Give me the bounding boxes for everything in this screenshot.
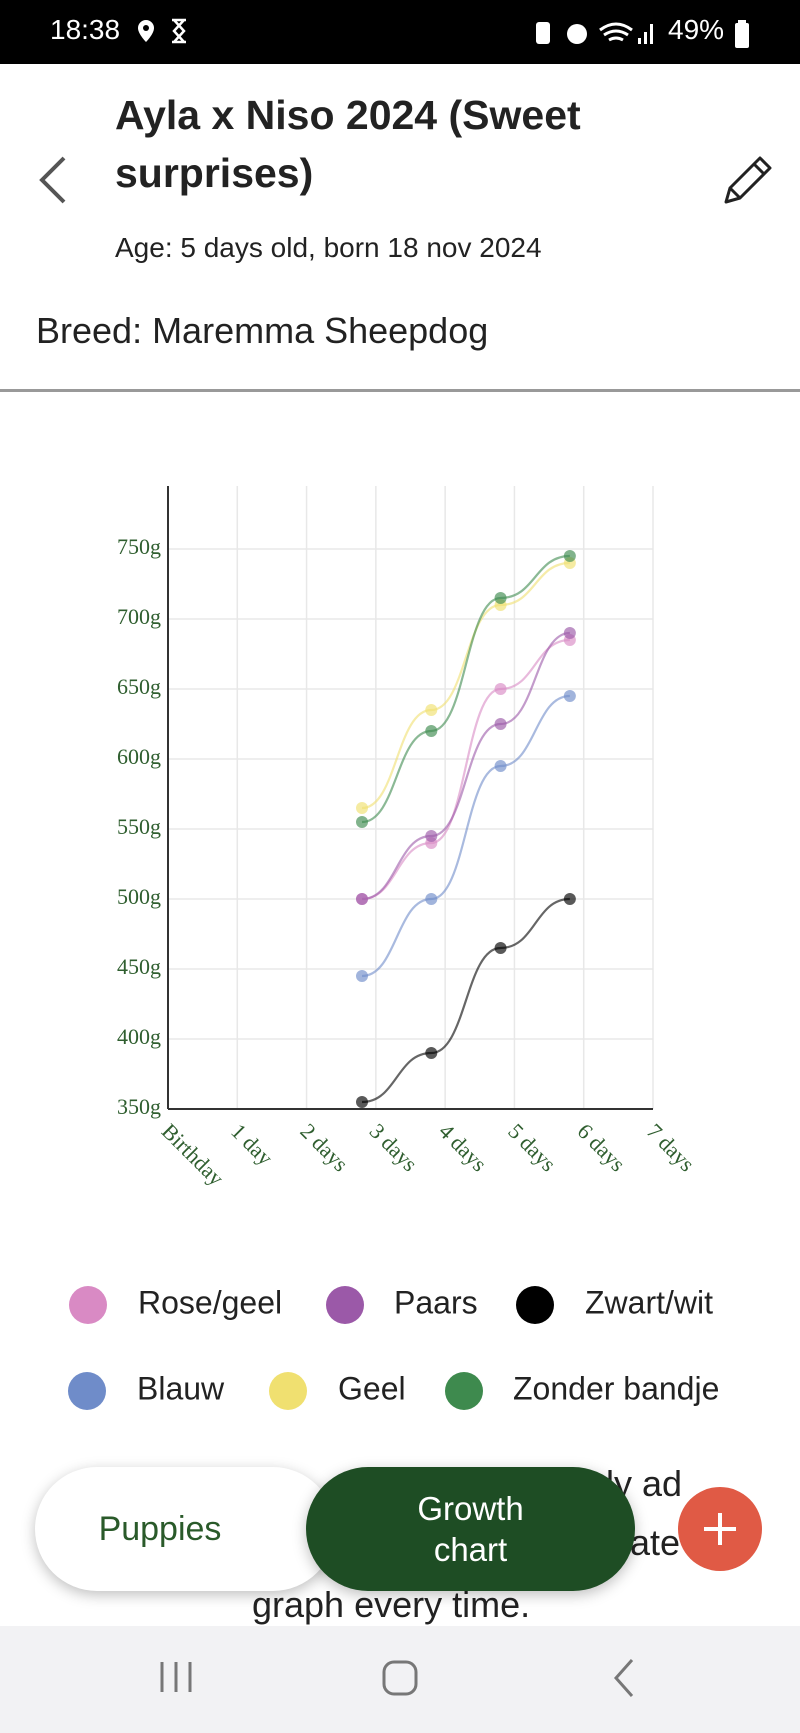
data-point — [563, 627, 576, 639]
y-tick-label: 350g — [117, 1094, 161, 1119]
tab-bar: Puppies Growth chart — [35, 1467, 635, 1591]
age-text: Age: 5 days old, born 18 nov 2024 — [115, 232, 542, 263]
nav-icons — [160, 1659, 634, 1697]
recent-apps[interactable] — [160, 1662, 192, 1692]
data-point — [425, 1047, 438, 1059]
x-tick-label: 5 days — [503, 1118, 561, 1176]
data-point — [563, 550, 576, 562]
y-tick-label: 600g — [117, 744, 161, 769]
legend-swatch — [269, 1372, 307, 1410]
data-point — [356, 1096, 368, 1108]
series-line — [361, 694, 570, 978]
breed-text: Breed: Maremma Sheepdog — [36, 310, 489, 351]
data-point — [563, 690, 576, 702]
legend-swatch — [68, 1372, 106, 1410]
data-point — [425, 830, 438, 842]
y-tick-label: 500g — [117, 884, 161, 909]
home-button[interactable] — [382, 1660, 418, 1696]
legend-label: Zwart/wit — [585, 1284, 713, 1320]
x-tick-label: Birthday — [157, 1118, 229, 1190]
x-tick-label: 4 days — [434, 1118, 492, 1176]
legend-swatch — [69, 1286, 107, 1324]
legend-label: Zonder bandje — [513, 1370, 719, 1406]
y-tick-label: 450g — [117, 954, 161, 979]
back-button[interactable] — [30, 150, 80, 210]
data-point — [494, 683, 507, 695]
data-point — [425, 725, 438, 737]
x-tick-label: 1 day — [226, 1118, 278, 1170]
data-point — [356, 816, 368, 828]
status-icons-left — [138, 18, 186, 44]
system-nav-bar — [0, 1626, 800, 1733]
data-point — [425, 704, 438, 716]
series-line — [361, 638, 570, 901]
series-line — [361, 554, 570, 824]
series-line — [361, 561, 570, 810]
y-tick-label: 650g — [117, 674, 161, 699]
y-tick-label: 400g — [117, 1024, 161, 1049]
legend-swatch — [326, 1286, 364, 1324]
legend-label: Geel — [338, 1370, 406, 1406]
x-tick-label: 6 days — [573, 1118, 631, 1176]
data-point — [494, 718, 507, 730]
y-tick-label: 550g — [117, 814, 161, 839]
page-title: Ayla x Niso 2024 (Sweet surprises) — [115, 92, 581, 196]
data-point — [494, 592, 507, 604]
data-point — [563, 893, 576, 905]
data-point — [356, 802, 368, 814]
data-point — [356, 893, 368, 905]
tab-label: Growth chart — [417, 1490, 524, 1568]
battery-icon — [735, 20, 749, 48]
series-line — [361, 631, 570, 901]
y-tick-label: 700g — [117, 604, 161, 629]
y-tick-label: 750g — [117, 534, 161, 559]
legend-label: Blauw — [137, 1370, 225, 1406]
status-time: 18:38 — [50, 14, 121, 45]
tab-growth-chart[interactable]: Growth chart — [306, 1467, 635, 1591]
legend-swatch — [516, 1286, 554, 1324]
x-tick-label: 7 days — [642, 1118, 700, 1176]
status-bar: 18:38 49% — [0, 0, 800, 64]
data-point — [356, 970, 368, 982]
series-line — [361, 897, 570, 1104]
status-icons-right — [536, 22, 653, 44]
x-tick-label: 2 days — [295, 1118, 353, 1176]
data-point — [425, 893, 438, 905]
partial-text: ate — [630, 1522, 681, 1563]
legend-label: Paars — [394, 1284, 478, 1320]
legend-label: Rose/geel — [138, 1284, 282, 1320]
divider — [0, 389, 800, 392]
add-button[interactable] — [678, 1487, 762, 1571]
x-tick-label: 3 days — [365, 1118, 423, 1176]
tab-puppies[interactable]: Puppies — [35, 1467, 335, 1591]
back-nav[interactable] — [613, 1659, 634, 1697]
data-point — [494, 760, 507, 772]
legend-swatch — [445, 1372, 483, 1410]
data-point — [494, 942, 507, 954]
edit-button[interactable] — [718, 150, 778, 210]
status-battery: 49% — [668, 14, 725, 45]
